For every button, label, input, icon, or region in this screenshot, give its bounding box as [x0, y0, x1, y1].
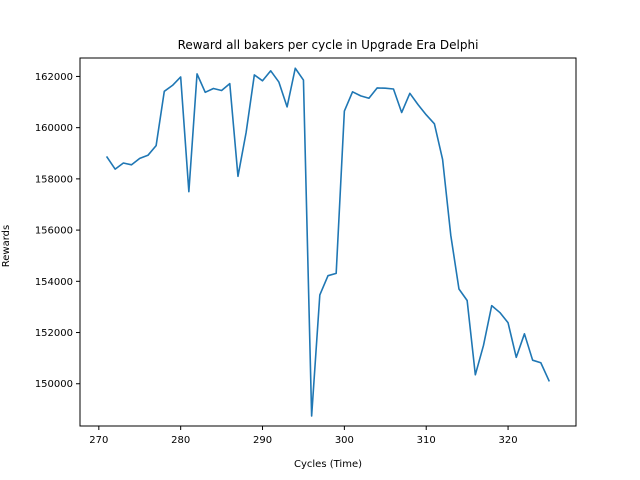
y-tick-label: 158000	[35, 174, 73, 185]
y-tick-label: 150000	[35, 379, 73, 390]
x-tick-label: 310	[417, 435, 436, 446]
x-tick-label: 290	[253, 435, 272, 446]
y-tick-label: 152000	[35, 328, 73, 339]
y-tick-label: 162000	[35, 72, 73, 83]
x-tick-label: 300	[335, 435, 354, 446]
y-axis-title: Rewards	[1, 225, 12, 267]
y-tick-label: 154000	[35, 277, 73, 288]
series-line	[105, 67, 551, 417]
x-axis-title: Cycles (Time)	[294, 459, 362, 470]
chart-title: Reward all bakers per cycle in Upgrade E…	[178, 38, 479, 52]
y-tick-label: 156000	[35, 226, 73, 237]
series-layer	[105, 67, 551, 417]
plot-frame	[79, 57, 577, 427]
x-tick-label: 280	[171, 435, 190, 446]
x-tick-label: 320	[499, 435, 518, 446]
x-tick-label: 270	[89, 435, 108, 446]
x-axis: 270 280 290 300 310 320	[89, 426, 518, 446]
y-tick-label: 160000	[35, 123, 73, 134]
y-axis: 150000 152000 154000 156000 158000 160000 1620…	[35, 72, 80, 390]
